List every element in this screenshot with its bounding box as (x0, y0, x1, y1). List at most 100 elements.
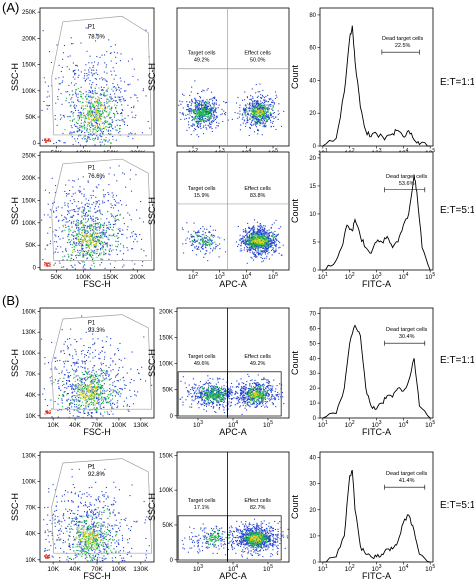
pa11-point (99, 128, 101, 130)
pa22-point (266, 230, 268, 232)
pa21-point (88, 239, 90, 241)
pb11-point (123, 400, 125, 402)
pa12-point (187, 104, 189, 106)
pa22-point (255, 241, 257, 243)
pa21-point (99, 237, 101, 239)
pb11-point (84, 377, 86, 379)
pb11-point (109, 344, 112, 346)
pa12-point (256, 102, 258, 104)
pa11-point (97, 102, 99, 104)
pa22-point (258, 239, 260, 242)
pa11-point (103, 78, 105, 80)
pa21-point (85, 247, 87, 249)
pa22-point (202, 238, 204, 240)
pa12-point (262, 114, 265, 116)
pa12-point (265, 112, 267, 114)
pb11-point (98, 403, 100, 405)
pa11-point (71, 136, 73, 138)
pa22-point (250, 245, 252, 247)
pa22-point (223, 239, 225, 241)
pa21-point (84, 243, 86, 245)
pa12-point (224, 114, 226, 116)
pa21-point (83, 237, 86, 239)
pa11-point (102, 79, 104, 81)
pa11-point (86, 140, 88, 142)
pa12-point (262, 116, 264, 118)
pa12-point (194, 97, 196, 99)
pa12-point (255, 105, 257, 107)
pa11-point (119, 125, 121, 127)
pb11-points (41, 315, 153, 419)
pa21-point (106, 243, 108, 245)
pa21-point (91, 224, 93, 226)
pa21-point (106, 218, 108, 220)
pa22-point (246, 234, 248, 236)
pa21-point (93, 230, 95, 232)
pa21-point (75, 242, 77, 244)
pa11-point (112, 127, 114, 130)
pa21-point (86, 226, 88, 228)
pa12-point (198, 100, 200, 102)
pa11-point (110, 133, 112, 135)
pa11-ylabel: SSC-H (10, 63, 20, 91)
pa12-point (249, 127, 251, 129)
pa12-point (194, 109, 196, 111)
pa22-point (204, 253, 206, 255)
pa21-point (55, 248, 57, 250)
pa21-point (81, 243, 83, 245)
pa11-point (60, 93, 62, 95)
pa11-point (84, 132, 86, 134)
pa21-point (76, 219, 78, 221)
pa11-point (87, 116, 90, 118)
pa12-point (209, 122, 211, 124)
pa12-point (204, 115, 207, 117)
pa11-point (127, 84, 129, 86)
pa22-point (261, 241, 263, 243)
pa22-point (203, 241, 205, 243)
pa11-point (96, 123, 98, 125)
pa22-point (254, 254, 256, 256)
pa12-point (263, 118, 265, 120)
pa22-point (241, 250, 243, 252)
pa11-point (127, 104, 129, 106)
pa11-point (107, 87, 109, 89)
pa11-point (127, 115, 129, 117)
pa21-point (85, 230, 87, 232)
pa12-point (268, 105, 270, 107)
pa12-point (221, 108, 223, 110)
pa22-point (204, 241, 206, 244)
pa12-point (258, 115, 260, 117)
pa22-point (202, 230, 204, 232)
pa21-point (77, 213, 79, 215)
pa21-point (87, 210, 90, 212)
pa11-point (78, 135, 80, 137)
pa21-point (98, 229, 100, 231)
pa21-point (84, 213, 86, 215)
pa22-point (205, 237, 207, 239)
pa12-point (195, 117, 197, 119)
pa21-point (97, 232, 99, 234)
pa12-point (264, 97, 266, 99)
pa21-point (77, 235, 80, 237)
pa21-point (102, 231, 104, 233)
pa21-point (117, 240, 119, 243)
pa12-point (248, 114, 250, 116)
pa11-point (104, 127, 106, 129)
pb11-point (73, 361, 75, 364)
pa12-quadrant-left-percent: 49.2% (194, 58, 210, 64)
pa21-point (71, 202, 73, 205)
pa22-point (263, 235, 265, 237)
pa12-point (266, 108, 268, 110)
pa12-point (209, 123, 211, 125)
pb11-point (105, 374, 107, 376)
pa21-point (70, 264, 72, 266)
pa21-point (93, 246, 95, 248)
pa22-point (262, 235, 264, 237)
pa22-point (256, 245, 258, 247)
pa12-point (206, 107, 208, 109)
pa21-point (73, 242, 75, 244)
pa11-point (81, 127, 83, 129)
pa11-point (119, 91, 122, 93)
pa11-point (73, 107, 76, 109)
pa22-point (257, 230, 259, 232)
